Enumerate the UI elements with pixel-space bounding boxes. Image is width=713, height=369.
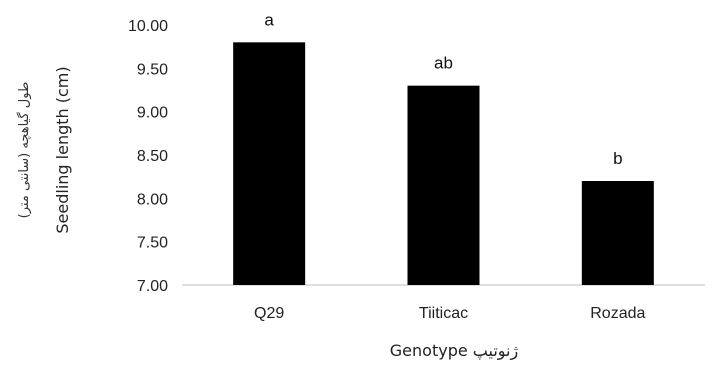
y-tick-label: 10.00 — [128, 18, 168, 35]
x-category-label: Rozada — [590, 305, 645, 322]
x-category-label: Tiiticac — [419, 305, 468, 322]
y-tick-label: 9.50 — [137, 61, 168, 78]
y-tick-label: 7.50 — [137, 235, 168, 252]
y-tick-label: 9.00 — [137, 105, 168, 122]
x-axis-categories: Q29 Tiiticac Rozada — [254, 305, 645, 322]
y-axis-ticks: 7.00 7.50 8.00 8.50 9.00 9.50 10.00 — [128, 18, 168, 295]
y-axis-title: Seedling length (cm) — [53, 66, 72, 233]
bar-tiiticac — [407, 85, 480, 286]
data-label: a — [264, 10, 274, 29]
bar-rozada — [581, 181, 654, 285]
data-labels: a ab b — [264, 10, 622, 168]
data-label: ab — [434, 54, 453, 73]
y-tick-label: 8.00 — [137, 191, 168, 208]
bars — [233, 42, 654, 286]
y-axis-title-persian: طول گیاهچه (سانتی متر) — [16, 82, 32, 219]
x-category-label: Q29 — [254, 305, 284, 322]
y-tick-label: 8.50 — [137, 148, 168, 165]
y-tick-label: 7.00 — [137, 278, 168, 295]
bar-q29 — [233, 42, 306, 286]
data-label: b — [613, 149, 622, 168]
x-axis-title: Genotype ژنوتیپ — [390, 341, 519, 361]
